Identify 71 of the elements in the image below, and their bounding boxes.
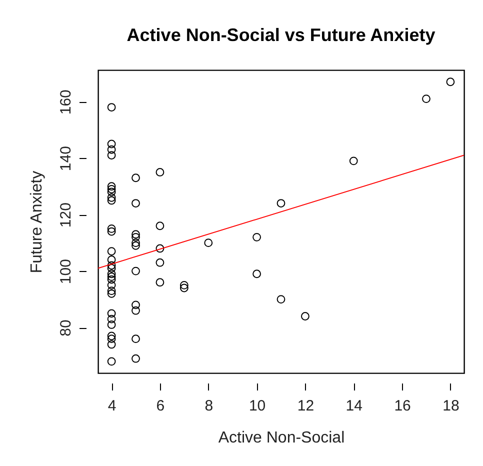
x-tick-label: 12 [297,398,314,414]
point [107,272,116,281]
x-tick-label: 4 [108,398,116,414]
point [156,278,164,287]
point [107,140,116,148]
point [107,357,116,366]
point [204,238,213,248]
point [132,199,140,208]
x-tick-label: 14 [346,398,362,414]
y-axis-title: Future Anxiety [28,170,46,274]
point [107,184,116,194]
point [156,258,164,267]
point [132,230,140,239]
point [107,261,116,270]
point [107,182,116,191]
x-tick-label: 6 [156,398,165,414]
point [132,354,140,363]
y-tick-label: 120 [58,202,74,228]
point [132,238,140,248]
point [107,320,116,329]
point [180,280,188,290]
x-axis-title: Active Non-Social [218,430,345,446]
point [107,196,116,205]
point [107,289,116,298]
point [180,284,188,292]
point [132,174,140,182]
point [107,151,116,160]
x-tick-label: 16 [394,398,411,414]
point [107,334,116,344]
point [107,270,116,278]
point [132,232,140,242]
y-tick-label: 80 [58,320,74,336]
point [276,295,286,304]
point [156,168,164,176]
point [107,224,116,233]
point [422,94,430,104]
point [107,332,116,340]
point [107,145,116,154]
point [107,309,116,318]
point [107,247,116,256]
point [349,156,358,166]
x-tick-label: 18 [442,398,460,414]
point [132,266,140,276]
point [107,188,116,196]
point [107,264,116,272]
point [132,306,140,315]
point [107,256,116,264]
point [301,312,310,320]
point [107,193,116,202]
chart-title: Active Non-Social vs Future Anxiety [126,25,436,45]
x-tick-label: 10 [248,398,266,414]
y-tick-label: 160 [58,90,74,115]
point [252,270,261,278]
point [107,103,116,112]
point [132,241,140,250]
x-tick-label: 8 [204,398,214,414]
point [107,340,116,349]
point [107,227,116,236]
point [156,244,164,253]
y-tick-label: 140 [58,146,74,172]
point [276,199,286,208]
point [107,286,116,296]
y-tick-label: 100 [58,259,74,284]
point [107,280,116,290]
point [107,314,116,324]
point [156,222,164,230]
point [132,300,140,310]
point [107,275,116,284]
point [252,232,261,242]
point [446,78,455,86]
point [132,334,140,344]
